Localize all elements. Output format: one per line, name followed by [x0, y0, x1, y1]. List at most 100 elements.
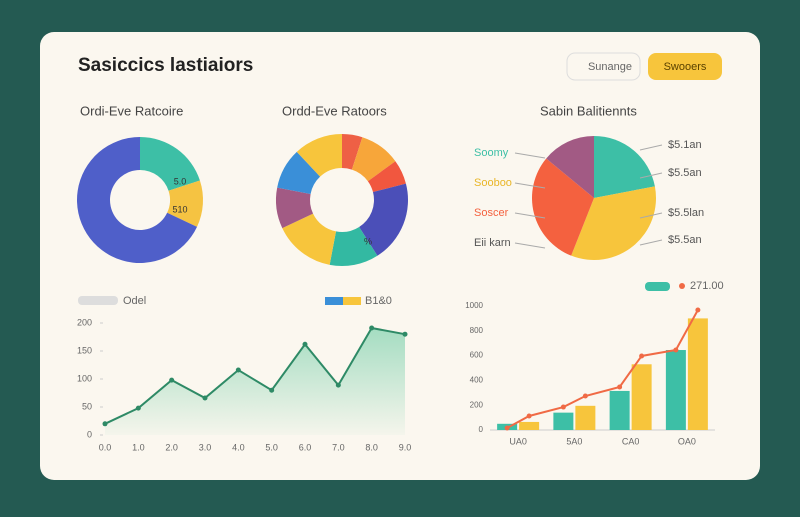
- legend-swatch: [325, 297, 343, 305]
- x-tick-label: 8.0: [365, 442, 378, 452]
- point: [169, 377, 175, 383]
- y-tick-label: 150: [77, 345, 92, 355]
- y-tick-label: 800: [470, 326, 484, 335]
- slice: [329, 227, 378, 266]
- chart-title: Sabin Balitiennts: [540, 103, 637, 118]
- x-tick-label: OA0: [678, 436, 696, 446]
- legend-swatch: [645, 282, 670, 291]
- point: [673, 347, 679, 353]
- bar: [519, 421, 540, 430]
- y-tick-label: 200: [470, 400, 484, 409]
- chart-title: Ordi-Eve Ratcoire: [80, 103, 183, 118]
- legend-label: Eii karn: [474, 237, 511, 249]
- slice: [367, 161, 406, 193]
- line: [104, 326, 406, 425]
- slice: [296, 134, 342, 177]
- y-tick-label: 100: [77, 373, 92, 383]
- slice: [571, 186, 656, 260]
- point: [402, 331, 408, 337]
- slice: [532, 158, 594, 256]
- y-tick-label: 50: [82, 401, 92, 411]
- leader-line: [514, 242, 546, 249]
- slice-label: %: [364, 236, 372, 246]
- line: [506, 309, 699, 429]
- x-tick-label: CA0: [622, 436, 640, 446]
- x-tick-label: 2.0: [165, 442, 178, 452]
- value-label: $5.5an: [668, 234, 702, 246]
- slice: [342, 134, 363, 170]
- value-label: $5.5an: [668, 167, 702, 179]
- x-tick-label: 9.0: [399, 442, 412, 452]
- y-tick-label: 0: [479, 425, 484, 434]
- slice-label: 510: [172, 204, 187, 214]
- point: [135, 405, 141, 411]
- button[interactable]: [648, 53, 722, 80]
- area: [105, 328, 405, 435]
- slice: [594, 136, 655, 198]
- point: [235, 367, 241, 373]
- legend-label: 271.00: [690, 280, 724, 292]
- legend-label: Soscer: [474, 207, 509, 219]
- x-tick-label: 3.0: [199, 442, 212, 452]
- legend-label: Sooboo: [474, 177, 512, 189]
- point: [617, 384, 623, 390]
- legend-swatch: [679, 283, 685, 289]
- x-tick-label: 7.0: [332, 442, 345, 452]
- bar: [665, 350, 686, 430]
- button-label[interactable]: Sunange: [588, 61, 632, 73]
- title: Sasiccics lastiaiors: [78, 55, 253, 76]
- value-label: $5.5lan: [668, 207, 704, 219]
- x-tick-label: 4.0: [232, 442, 245, 452]
- point: [369, 325, 375, 331]
- point: [269, 387, 275, 393]
- legend-label: B1&0: [365, 295, 392, 307]
- legend-swatch: [343, 297, 361, 305]
- point: [504, 425, 510, 431]
- slice: [276, 187, 314, 229]
- x-tick-label: 0.0: [99, 442, 112, 452]
- value-label: $5.1an: [668, 139, 702, 151]
- point: [560, 404, 566, 410]
- leader-line: [639, 212, 663, 219]
- leader-line: [639, 144, 663, 151]
- slice: [546, 136, 594, 198]
- button-label[interactable]: Swooers: [664, 61, 707, 73]
- point: [102, 421, 108, 427]
- bar: [553, 412, 574, 430]
- point: [302, 341, 308, 347]
- point: [526, 413, 532, 419]
- legend-label: Odel: [123, 295, 146, 307]
- slice: [277, 151, 321, 195]
- button[interactable]: [566, 52, 641, 81]
- slice-label: 5.0: [174, 176, 187, 186]
- point: [695, 307, 701, 313]
- point: [335, 382, 341, 388]
- slice: [351, 137, 396, 182]
- slice: [282, 213, 337, 265]
- bar: [687, 318, 708, 430]
- point: [582, 393, 588, 399]
- y-tick-label: 400: [470, 376, 484, 385]
- legend-label: Soomy: [474, 147, 509, 159]
- slice: [140, 137, 200, 191]
- point: [639, 353, 645, 359]
- x-tick-label: 5A0: [566, 436, 582, 446]
- bar: [609, 390, 630, 430]
- y-tick-label: 0: [87, 429, 92, 439]
- leader-line: [514, 152, 546, 159]
- y-tick-label: 1000: [465, 301, 483, 310]
- point: [202, 395, 208, 401]
- bar: [575, 405, 596, 430]
- y-tick-label: 200: [77, 317, 92, 327]
- x-tick-label: 1.0: [132, 442, 145, 452]
- leader-line: [639, 172, 663, 179]
- slice: [77, 137, 198, 263]
- bar: [631, 364, 652, 430]
- leader-line: [639, 239, 663, 246]
- leader-line: [514, 212, 546, 219]
- leader-line: [514, 182, 546, 189]
- slice: [359, 183, 409, 256]
- x-tick-label: UA0: [509, 436, 527, 446]
